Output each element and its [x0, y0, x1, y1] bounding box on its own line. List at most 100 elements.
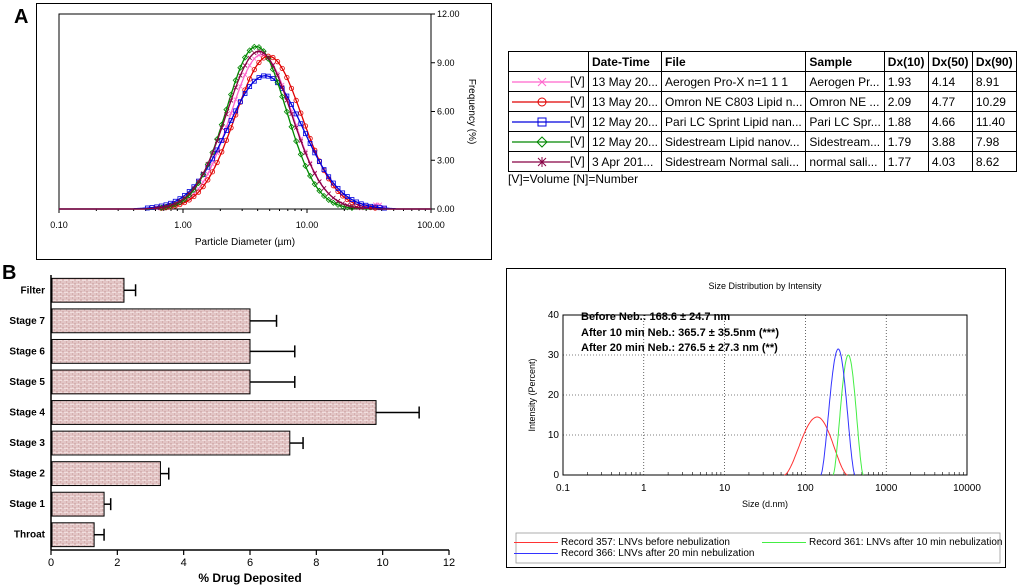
y-axis-label: Intensity (Percent) [527, 358, 537, 431]
marker [246, 47, 253, 54]
cell-file: Sidestream Normal sali... [661, 151, 807, 172]
marker [307, 161, 313, 167]
cell-dx50: 4.66 [927, 111, 973, 132]
marker [330, 199, 337, 206]
marker [317, 179, 322, 184]
y-tick-label: 0 [553, 470, 559, 481]
cell-dx50: 3.88 [927, 131, 973, 152]
marker [303, 150, 308, 156]
deposition-bar-chart: Filter Stage 7 Stage 6 Stage 5 Stage 4 Stage … [9, 275, 455, 585]
marker [251, 67, 257, 73]
cell-dx90: 10.29 [971, 91, 1017, 112]
dx-table-header: Date-Time File Sample Dx(10) Dx(50) Dx(9… [508, 51, 1017, 72]
x-tick-label: 100.00 [417, 220, 445, 230]
marker [204, 161, 211, 168]
legend-record-366: Record 366: LNVs after 20 min nebulizati… [514, 548, 754, 559]
dx-table-row: [V] 3 Apr 201... Sidestream Normal sali...… [508, 151, 1017, 172]
th-dx90: Dx(90) [971, 51, 1017, 72]
x-tick-label: 1.00 [174, 220, 192, 230]
cell-sample: Pari LC Spr... [805, 111, 885, 132]
marker [163, 204, 169, 209]
row-tag: [V] [570, 74, 585, 89]
row-tag: [V] [570, 114, 585, 129]
marker [205, 171, 211, 177]
series-3 [59, 43, 431, 212]
marker [228, 118, 234, 123]
marker [363, 202, 369, 208]
marker [219, 137, 225, 143]
marker [191, 193, 197, 200]
marker [149, 205, 155, 210]
marker [320, 192, 328, 200]
th-date-time: Date-Time [587, 51, 663, 72]
marker [344, 194, 350, 199]
panel-a-frame: 0.10 1.00 10.00 100.00 0.00 3.00 6.00 9.00 12.00… [36, 3, 492, 260]
legend-line-icon [512, 77, 570, 87]
annotation-after-20min: After 20 min Neb.: 276.5 ± 27.3 nm (**) [581, 342, 778, 354]
cell-dx90: 8.62 [971, 151, 1017, 172]
panel-label-a: A [14, 6, 29, 28]
category-label: Filter [21, 285, 46, 296]
x-axis-label: % Drug Deposited [198, 571, 301, 585]
marker [200, 184, 206, 190]
bar-stage-2 [51, 461, 161, 487]
marker [265, 55, 272, 62]
marker [209, 169, 216, 175]
cell-dx90: 8.91 [971, 71, 1017, 92]
marker [228, 110, 234, 116]
category-label: Stage 6 [9, 346, 45, 357]
marker [275, 73, 280, 78]
marker [242, 91, 248, 96]
legend-swatch-red [514, 541, 558, 543]
marker [293, 138, 300, 145]
marker [256, 52, 262, 58]
marker [289, 111, 294, 117]
marker [219, 149, 225, 155]
marker [205, 177, 211, 183]
marker [214, 147, 220, 153]
marker [256, 75, 262, 80]
marker [233, 97, 238, 102]
marker [219, 125, 225, 131]
marker [224, 111, 229, 117]
series-4 [59, 49, 431, 211]
y-axis-label: Frequency (%) [466, 79, 477, 145]
x-tick-label: 2 [114, 557, 120, 569]
x-tick-label: 6 [247, 557, 253, 569]
marker [172, 201, 178, 206]
marker [223, 128, 229, 133]
dx-table-row: [V] 12 May 20... Pari LC Sprint Lipid nan.… [508, 111, 1017, 132]
dx-table-row: [V] 13 May 20... Omron NE C803 Lipid n... O… [508, 91, 1017, 112]
cell-dx10: 2.09 [883, 91, 929, 112]
marker [270, 63, 276, 68]
bar-throat [51, 522, 95, 548]
x-tick-label: 1000 [875, 483, 898, 494]
series-1 [59, 53, 431, 211]
y-tick-label: 12.00 [437, 9, 460, 19]
cell-dx10: 1.93 [883, 71, 929, 92]
plot-area [562, 314, 968, 476]
dx-table-row: [V] 12 May 20... Sidestream Lipid nanov...… [508, 131, 1017, 152]
marker [251, 43, 258, 50]
marker [334, 201, 342, 208]
marker [307, 172, 314, 179]
row-tag: [V] [570, 154, 585, 169]
marker [345, 202, 350, 208]
marker [159, 205, 164, 210]
series-0 [59, 52, 431, 211]
cell-dx90: 11.40 [971, 111, 1017, 132]
marker [242, 72, 248, 78]
marker [330, 180, 336, 186]
marker [289, 102, 294, 107]
legend-box [515, 532, 1001, 564]
marker [302, 123, 309, 129]
marker [154, 205, 159, 211]
th-sample: Sample [805, 51, 885, 72]
th-legend [508, 51, 589, 72]
marker [237, 99, 243, 105]
marker [247, 63, 252, 68]
y-tick-label: 40 [548, 310, 560, 321]
marker [284, 74, 290, 81]
x-tick-label: 100 [797, 483, 814, 494]
series-line [59, 45, 431, 210]
